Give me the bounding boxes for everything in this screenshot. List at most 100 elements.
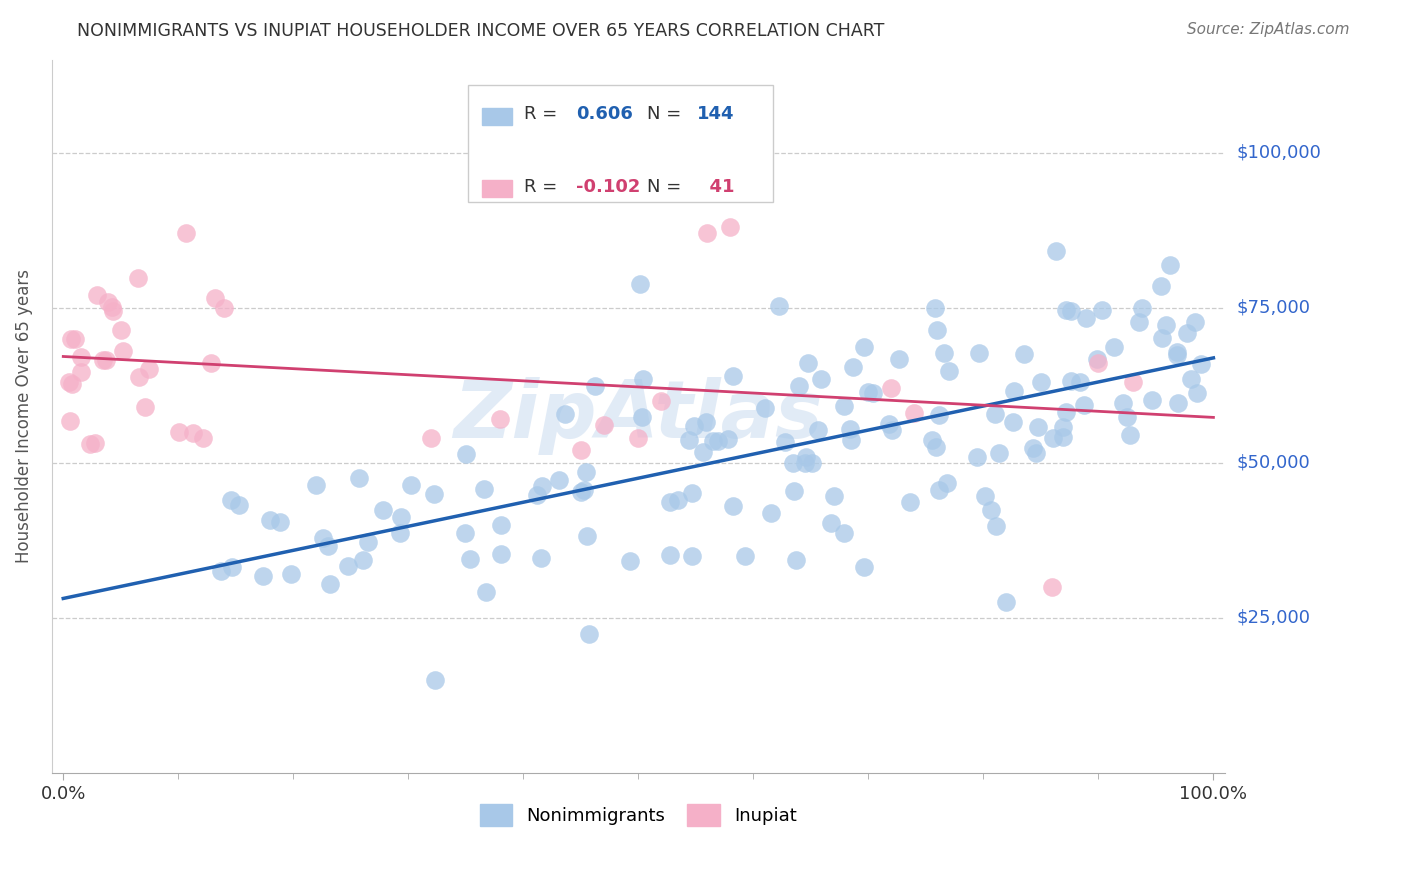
Point <box>789 379 811 393</box>
Point <box>898 495 921 509</box>
Point <box>1031 375 1053 389</box>
Legend: Nonimmigrants, Inupiat: Nonimmigrants, Inupiat <box>471 795 806 835</box>
Point <box>759 506 782 520</box>
Point <box>110 323 132 337</box>
Point <box>371 503 394 517</box>
Point <box>1150 279 1173 293</box>
Text: $100,000: $100,000 <box>1237 144 1322 161</box>
Point <box>489 412 512 426</box>
Point <box>877 417 900 431</box>
Point <box>554 407 576 421</box>
Point <box>489 517 512 532</box>
Point <box>1166 348 1188 362</box>
Point <box>575 465 598 479</box>
Point <box>1060 304 1083 318</box>
Point <box>1150 331 1173 345</box>
FancyBboxPatch shape <box>482 108 512 125</box>
Point <box>980 503 1002 517</box>
Point <box>304 477 326 491</box>
Point <box>592 418 614 433</box>
Point <box>1180 372 1202 386</box>
Point <box>692 445 714 459</box>
Point <box>702 434 724 449</box>
Point <box>1002 384 1025 398</box>
Point <box>1130 301 1153 316</box>
Point <box>773 435 796 450</box>
Point <box>631 372 654 386</box>
Point <box>695 415 717 429</box>
Point <box>974 489 997 503</box>
Point <box>316 540 339 554</box>
Text: N =: N = <box>647 104 686 123</box>
Point <box>807 423 830 437</box>
Point <box>1128 315 1150 329</box>
Point <box>389 509 412 524</box>
Point <box>628 277 651 291</box>
Point <box>583 379 606 393</box>
Point <box>1122 375 1144 389</box>
Point <box>97 294 120 309</box>
Point <box>569 485 592 500</box>
Point <box>619 554 641 568</box>
Point <box>1002 416 1025 430</box>
Point <box>1184 315 1206 329</box>
Point <box>58 375 80 389</box>
Point <box>1052 420 1074 434</box>
Point <box>1159 258 1181 272</box>
Point <box>204 291 226 305</box>
Point <box>181 425 204 440</box>
Point <box>1060 375 1083 389</box>
Point <box>219 492 242 507</box>
Point <box>820 516 842 530</box>
Point <box>718 220 741 235</box>
Point <box>221 560 243 574</box>
Point <box>659 548 682 562</box>
Point <box>191 431 214 445</box>
Point <box>1042 431 1064 445</box>
FancyBboxPatch shape <box>468 85 773 202</box>
Point <box>987 445 1010 459</box>
Point <box>458 552 481 566</box>
Point <box>1054 405 1077 419</box>
Point <box>1112 395 1135 409</box>
Point <box>70 365 93 379</box>
Point <box>794 456 817 470</box>
Point <box>967 346 990 360</box>
Point <box>228 498 250 512</box>
Point <box>924 301 946 315</box>
Point <box>783 484 806 499</box>
Point <box>1069 376 1091 390</box>
Point <box>311 531 333 545</box>
Point <box>1073 398 1095 412</box>
Point <box>1052 430 1074 444</box>
Point <box>797 356 820 370</box>
Text: 144: 144 <box>697 104 735 123</box>
Point <box>782 456 804 470</box>
Point <box>454 447 477 461</box>
Point <box>658 495 681 509</box>
Point <box>59 332 82 346</box>
Point <box>928 408 950 422</box>
Point <box>1104 340 1126 354</box>
Text: R =: R = <box>523 104 562 123</box>
Point <box>1185 385 1208 400</box>
Point <box>1175 326 1198 340</box>
Point <box>337 558 360 573</box>
Point <box>936 476 959 491</box>
Text: R =: R = <box>523 178 562 195</box>
FancyBboxPatch shape <box>482 180 512 197</box>
Text: $50,000: $50,000 <box>1237 454 1310 472</box>
Point <box>86 288 108 302</box>
Point <box>529 550 551 565</box>
Point <box>1025 446 1047 460</box>
Text: 41: 41 <box>697 178 735 195</box>
Point <box>489 547 512 561</box>
Point <box>1085 352 1108 367</box>
Point <box>932 346 955 360</box>
Point <box>401 477 423 491</box>
Point <box>59 414 82 428</box>
Point <box>174 226 197 240</box>
Point <box>966 450 988 464</box>
Point <box>93 353 115 368</box>
Point <box>842 360 865 375</box>
